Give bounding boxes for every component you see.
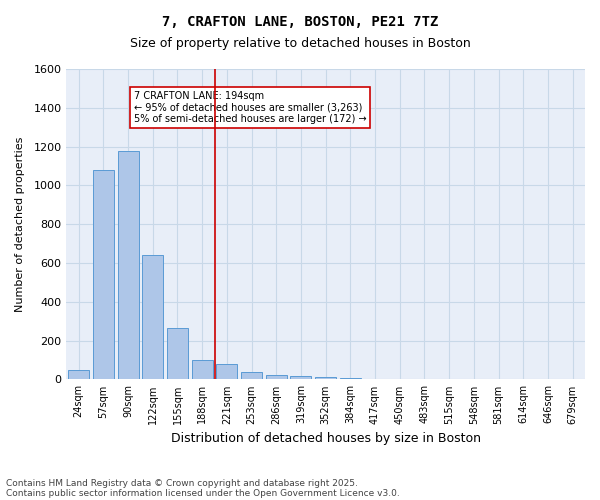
Bar: [118, 152, 139, 380]
Bar: [340, 378, 361, 380]
Text: Size of property relative to detached houses in Boston: Size of property relative to detached ho…: [130, 38, 470, 51]
Bar: [266, 374, 287, 380]
Bar: [217, 364, 238, 380]
Bar: [365, 379, 386, 380]
Text: 7 CRAFTON LANE: 194sqm
← 95% of detached houses are smaller (3,263)
5% of semi-d: 7 CRAFTON LANE: 194sqm ← 95% of detached…: [134, 90, 367, 124]
Y-axis label: Number of detached properties: Number of detached properties: [15, 136, 25, 312]
Bar: [167, 328, 188, 380]
Bar: [142, 256, 163, 380]
Text: Contains HM Land Registry data © Crown copyright and database right 2025.: Contains HM Land Registry data © Crown c…: [6, 478, 358, 488]
Bar: [93, 170, 114, 380]
Bar: [315, 376, 336, 380]
Bar: [191, 360, 212, 380]
Text: Contains public sector information licensed under the Open Government Licence v3: Contains public sector information licen…: [6, 488, 400, 498]
Text: 7, CRAFTON LANE, BOSTON, PE21 7TZ: 7, CRAFTON LANE, BOSTON, PE21 7TZ: [162, 15, 438, 29]
X-axis label: Distribution of detached houses by size in Boston: Distribution of detached houses by size …: [170, 432, 481, 445]
Bar: [241, 372, 262, 380]
Bar: [68, 370, 89, 380]
Bar: [290, 376, 311, 380]
